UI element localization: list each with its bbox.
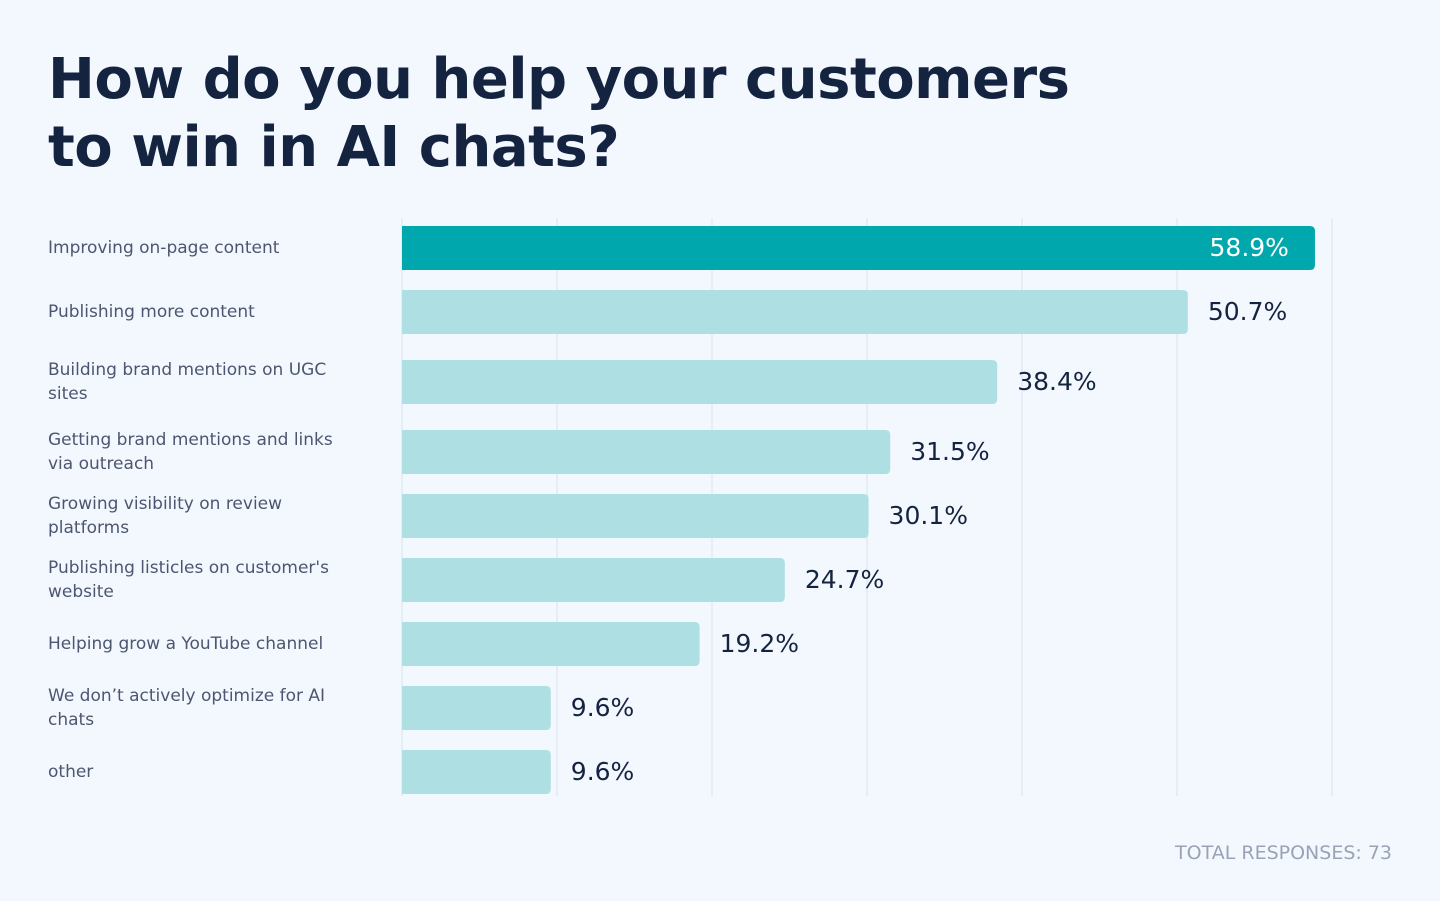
category-label: Building brand mentions on UGC sites bbox=[48, 360, 327, 404]
category-label: Growing visibility on review platforms bbox=[48, 494, 283, 538]
value-label: 38.4% bbox=[1017, 367, 1096, 396]
category-label: Helping grow a YouTube channel bbox=[48, 634, 324, 654]
value-label: 30.1% bbox=[889, 501, 968, 530]
category-label: Getting brand mentions and links via out… bbox=[48, 430, 333, 474]
bar bbox=[402, 750, 551, 794]
value-label: 9.6% bbox=[571, 757, 635, 786]
category-label: Publishing more content bbox=[48, 302, 255, 322]
bar bbox=[402, 360, 998, 404]
value-label: 50.7% bbox=[1208, 297, 1287, 326]
bar bbox=[402, 558, 785, 602]
value-label: 58.9% bbox=[1210, 233, 1289, 262]
category-label: We don’t actively optimize for AI chats bbox=[48, 686, 326, 730]
bar bbox=[402, 494, 869, 538]
value-label: 31.5% bbox=[910, 437, 989, 466]
value-label: 24.7% bbox=[805, 565, 884, 594]
footnote: TOTAL RESPONSES: 73 bbox=[1175, 842, 1392, 864]
category-label: other bbox=[48, 762, 94, 782]
bar bbox=[402, 430, 891, 474]
bar bbox=[402, 686, 551, 730]
category-label: Improving on-page content bbox=[48, 238, 280, 258]
value-label: 9.6% bbox=[571, 693, 635, 722]
category-label: Publishing listicles on customer's websi… bbox=[48, 558, 329, 602]
bar bbox=[402, 226, 1315, 270]
value-label: 19.2% bbox=[720, 629, 799, 658]
chart-title: How do you help your customers to win in… bbox=[48, 47, 1070, 180]
bar bbox=[402, 622, 700, 666]
bar bbox=[402, 290, 1188, 334]
